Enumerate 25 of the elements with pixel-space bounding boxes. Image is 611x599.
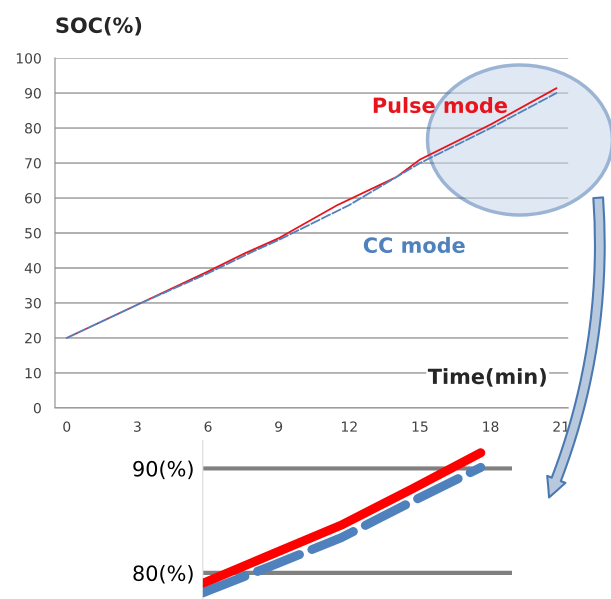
series-label: CC mode: [364, 236, 465, 254]
y-tick-label: 80(%): [133, 565, 193, 584]
y-tick-label: 70: [25, 158, 41, 169]
x-axis-title: Time(min): [428, 368, 546, 387]
y-tick-label: 80: [25, 123, 41, 134]
x-tick-label: 12: [342, 421, 357, 432]
y-tick-label: 0: [34, 402, 41, 414]
y-tick-label: 90: [24, 88, 41, 99]
y-tick-label: 10: [26, 368, 41, 378]
y-tick-label: 90(%): [133, 460, 193, 480]
series-label: Pulse mode: [374, 96, 507, 114]
y-tick-label: 40: [24, 262, 41, 274]
y-axis-title: SOC(%): [56, 16, 142, 36]
y-tick-label: 50: [25, 228, 41, 238]
y-tick-label: 100: [16, 53, 41, 64]
x-tick-label: 3: [134, 421, 141, 432]
x-tick-label: 9: [275, 421, 282, 432]
x-tick-label: 15: [412, 422, 428, 432]
y-tick-label: 30: [25, 298, 41, 308]
x-tick-label: 6: [204, 421, 212, 432]
x-tick-label: 0: [63, 421, 70, 432]
x-tick-label: 18: [483, 421, 498, 432]
y-tick-label: 60: [25, 193, 41, 204]
x-tick-label: 21: [553, 421, 569, 432]
y-tick-label: 20: [25, 332, 41, 344]
